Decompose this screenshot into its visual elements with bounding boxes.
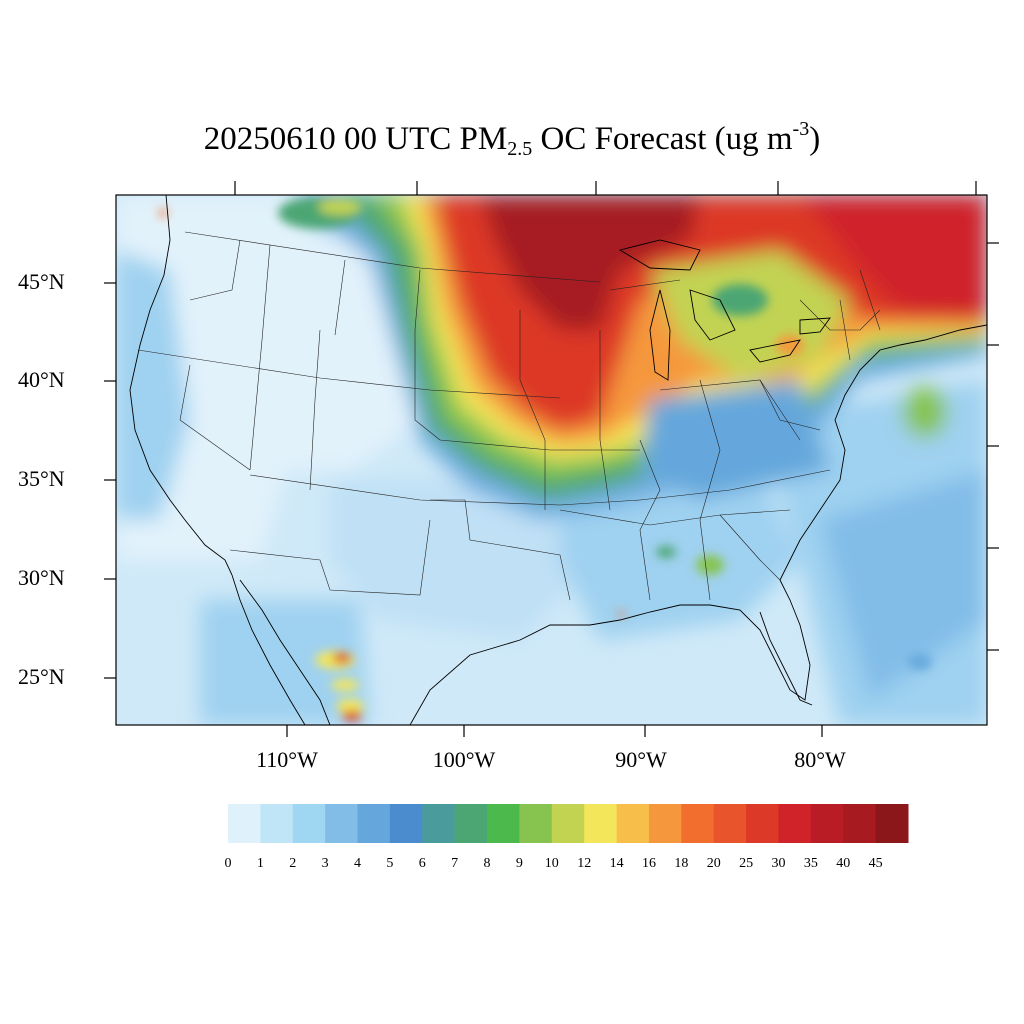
colorbar-swatch [875, 804, 909, 843]
field-detail-layer [159, 197, 932, 721]
colorbar-swatch [810, 804, 844, 843]
colorbar-swatch [325, 804, 359, 843]
lat-label-35: 35°N [18, 466, 65, 491]
colorbar-label: 5 [386, 856, 394, 871]
lat-label-45: 45°N [18, 269, 65, 294]
map-title: 20250610 00 UTC PM2.5 OC Forecast (ug m-… [0, 118, 1024, 161]
colorbar-swatch [843, 804, 877, 843]
colorbar-label: 16 [641, 856, 656, 871]
colorbar-label: 7 [451, 856, 459, 871]
colorbar-swatch [357, 804, 391, 843]
colorbar-swatch [292, 804, 326, 843]
colorbar-label: 20 [706, 856, 721, 871]
title-text: 20250610 00 UTC PM [203, 121, 508, 157]
lat-label-40: 40°N [18, 367, 65, 392]
field-smooth-layer [116, 195, 987, 725]
colorbar-label: 8 [483, 856, 491, 871]
colorbar-label: 1 [256, 856, 264, 871]
lon-label-100w: 100°W [432, 747, 496, 772]
colorbar-label: 4 [354, 856, 362, 871]
colorbar-swatch [551, 804, 585, 843]
colorbar-swatch [648, 804, 682, 843]
colorbar-swatch [519, 804, 553, 843]
lon-label-80w: 80°W [794, 747, 846, 772]
title-superscript: -3 [792, 118, 810, 140]
colorbar-label: 6 [418, 856, 426, 871]
colorbar-label: 0 [224, 856, 232, 871]
colorbar-label: 3 [321, 856, 329, 871]
axis-ticks [104, 181, 999, 737]
title-subscript: 2.5 [507, 138, 533, 160]
title-units: OC Forecast (ug m [532, 121, 793, 157]
colorbar-label: 12 [577, 856, 592, 871]
colorbar-swatch [681, 804, 715, 843]
colorbar-swatch [260, 804, 294, 843]
colorbar-swatch [454, 804, 488, 843]
colorbar-swatch [616, 804, 650, 843]
lon-label-90w: 90°W [615, 747, 667, 772]
title-suffix: ) [809, 121, 821, 157]
colorbar-swatch [389, 804, 423, 843]
colorbar-swatch [778, 804, 812, 843]
lat-label-25: 25°N [18, 664, 65, 689]
colorbar-swatch [713, 804, 747, 843]
colorbar-swatch [584, 804, 618, 843]
map-frame [115, 194, 988, 726]
concentration-field [116, 195, 987, 725]
colorbar-label: 2 [289, 856, 297, 871]
colorbar-label: 30 [771, 856, 786, 871]
colorbar-label: 40 [836, 856, 851, 871]
colorbar [228, 804, 909, 843]
colorbar-label: 25 [739, 856, 754, 871]
colorbar-swatch [746, 804, 779, 843]
colorbar-swatch [422, 804, 456, 843]
colorbar-label: 10 [544, 856, 559, 871]
state-boundaries [137, 231, 881, 601]
colorbar-label: 35 [803, 856, 818, 871]
colorbar-label: 18 [674, 856, 689, 871]
colorbar-swatch [487, 804, 520, 843]
colorbar-label: 9 [515, 856, 523, 871]
colorbar-label: 14 [609, 856, 624, 871]
lat-label-30: 30°N [18, 565, 65, 590]
lon-label-110w: 110°W [256, 747, 318, 772]
colorbar-label: 45 [868, 856, 883, 871]
coastlines [129, 195, 987, 725]
colorbar-swatch [228, 804, 261, 843]
